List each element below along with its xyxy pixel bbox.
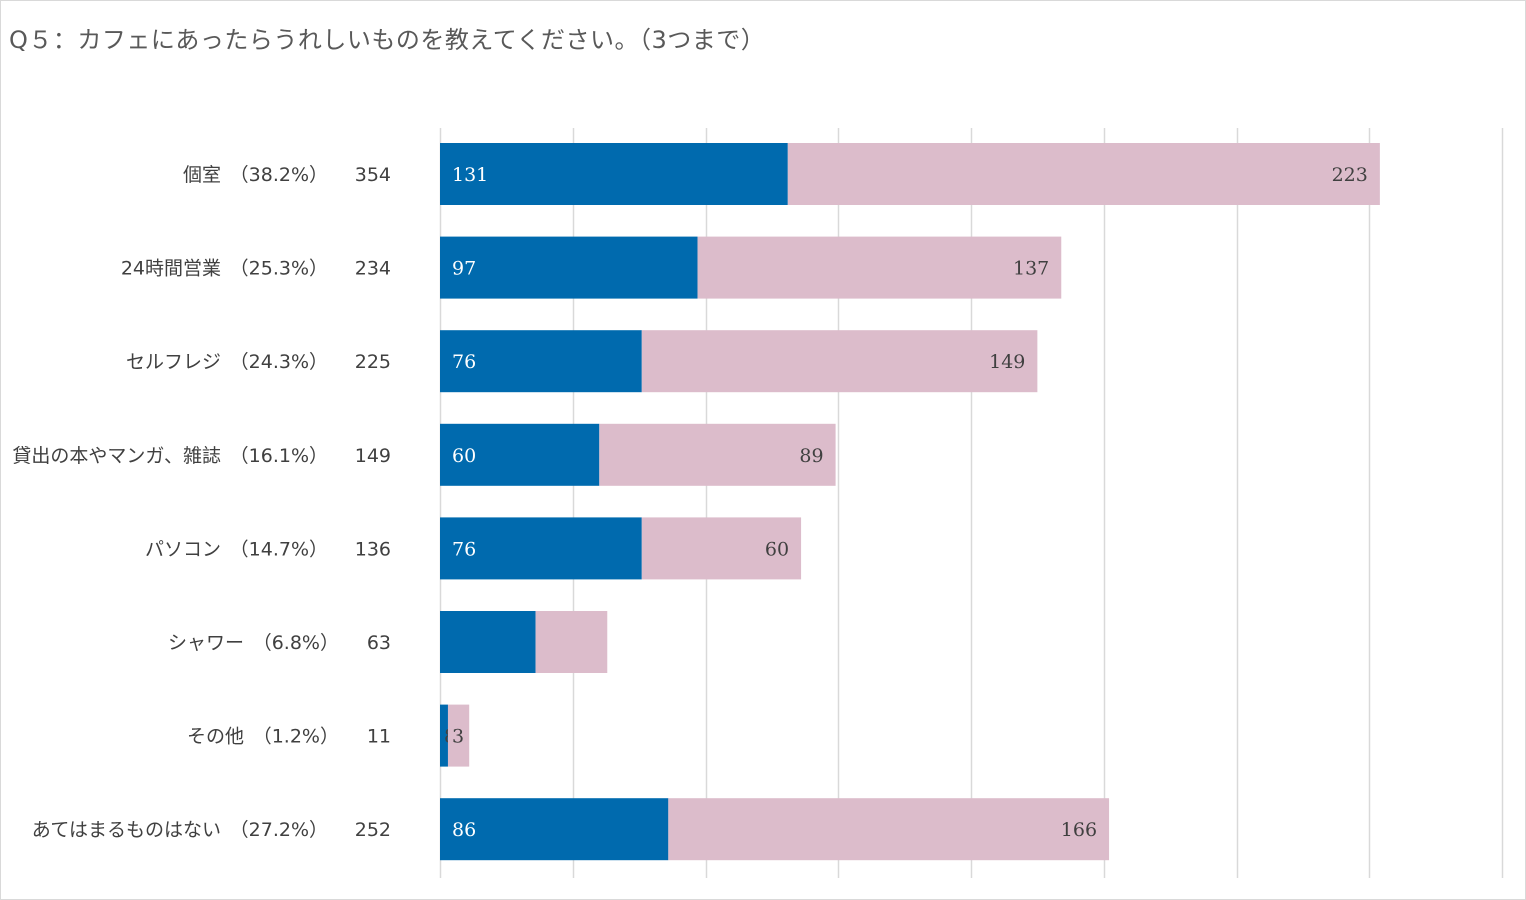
category-percent: （6.8%）: [253, 632, 339, 654]
data-label: 166: [1061, 819, 1097, 841]
category-label: セルフレジ: [126, 351, 221, 373]
data-label: 76: [452, 351, 476, 373]
data-label: 60: [765, 538, 789, 560]
bar-series-2: [697, 236, 1062, 299]
category-total: 252: [355, 819, 391, 841]
bar-series-1: [440, 423, 600, 486]
category-total: 234: [355, 258, 391, 280]
bar-series-2: [535, 611, 608, 673]
bar-series-2: [641, 330, 1038, 393]
data-label: 131: [452, 164, 488, 186]
category-total: 63: [367, 632, 391, 654]
data-label: 223: [1332, 164, 1368, 186]
data-label: 76: [452, 538, 476, 560]
data-label: 149: [989, 351, 1025, 373]
data-label: 3: [452, 726, 464, 748]
category-total: 149: [355, 445, 391, 467]
category-percent: （27.2%）: [230, 819, 328, 841]
bar-series-2: [787, 143, 1380, 205]
category-percent: （24.3%）: [230, 351, 328, 373]
chart-title: Q５：カフェにあったらうれしいものを教えてください。（3つまで）: [9, 26, 766, 54]
bar-series-2: [668, 798, 1110, 861]
bar-series-1: [440, 236, 698, 299]
category-label: あてはまるものはない: [32, 819, 221, 841]
category-percent: （1.2%）: [253, 726, 339, 748]
data-label: 86: [452, 819, 476, 841]
category-total: 225: [355, 351, 391, 373]
category-percent: （38.2%）: [230, 164, 328, 186]
category-label: パソコン: [145, 538, 221, 560]
data-label: 89: [799, 445, 823, 467]
category-label: その他: [187, 726, 244, 748]
bar-series-2: [641, 517, 802, 580]
category-total: 11: [367, 726, 391, 748]
category-label: シャワー: [168, 632, 244, 654]
bar-series-1: [440, 143, 788, 205]
bar-series-1: [440, 704, 448, 767]
category-label: 24時間営業: [121, 258, 221, 280]
data-label: 137: [1013, 258, 1049, 280]
bar-series-1: [440, 798, 669, 861]
category-percent: （25.3%）: [230, 258, 328, 280]
bar-series-1: [440, 330, 642, 393]
category-label: 貸出の本やマンガ、雑誌: [12, 445, 221, 467]
bar-series-2: [599, 423, 836, 486]
bar-series-1: [440, 517, 642, 580]
bar-series-2: [447, 704, 470, 767]
category-total: 354: [355, 164, 391, 186]
category-percent: （14.7%）: [230, 538, 328, 560]
category-label: 個室: [183, 164, 221, 186]
category-percent: （16.1%）: [230, 445, 328, 467]
data-label: 60: [452, 445, 476, 467]
category-total: 136: [355, 538, 391, 560]
data-label: 97: [452, 258, 476, 280]
bar-series-1: [440, 611, 536, 673]
